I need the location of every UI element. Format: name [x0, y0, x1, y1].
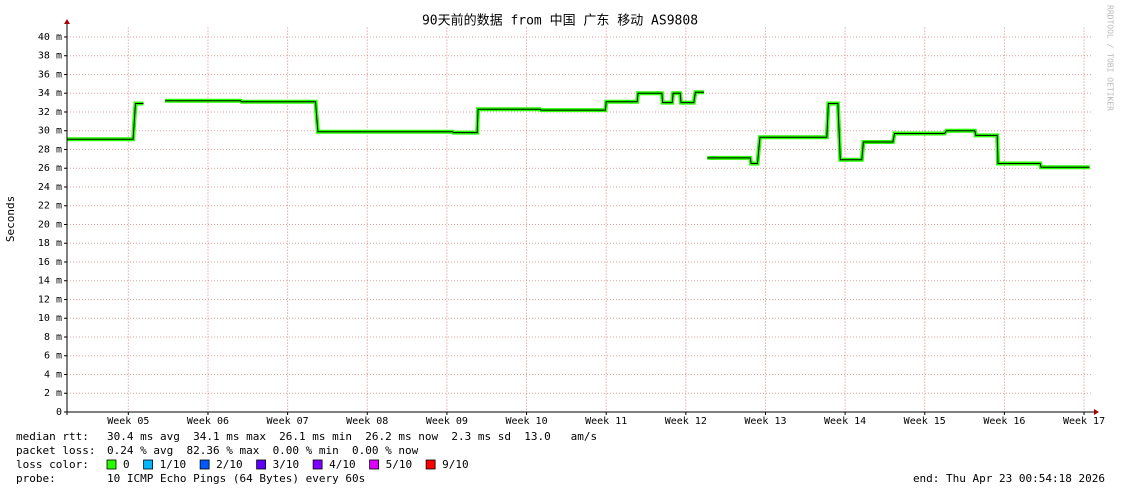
y-tick-label: 32 m [38, 107, 62, 118]
stat-label: packet loss: [16, 444, 95, 457]
y-tick-label: 18 m [38, 238, 62, 249]
probe-text: 10 ICMP Echo Pings (64 Bytes) every 60s [107, 472, 365, 485]
median-line [67, 91, 1090, 168]
legend: median rtt: 30.4 ms avg 34.1 ms max 26.1 … [16, 430, 1105, 485]
y-tick-label: 6 m [44, 351, 62, 362]
stat-text: 0.24 % avg 82.36 % max 0.00 % min 0.00 %… [107, 444, 419, 457]
end-time: end: Thu Apr 23 00:54:18 2026 [913, 472, 1105, 485]
y-tick-label: 28 m [38, 144, 62, 155]
y-tick-label: 10 m [38, 313, 62, 324]
x-tick-label: Week 05 [107, 416, 149, 427]
y-tick-label: 14 m [38, 276, 62, 287]
x-tick-label: Week 10 [505, 416, 547, 427]
x-tick-label: Week 14 [824, 416, 866, 427]
loss-color-entry: 2/10 [216, 458, 243, 471]
y-tick-label: 38 m [38, 51, 62, 62]
y-tick-label: 12 m [38, 294, 62, 305]
x-tick-label: Week 12 [665, 416, 707, 427]
loss-color-swatch [256, 459, 267, 470]
y-tick-label: 34 m [38, 88, 62, 99]
loss-color-swatch [199, 459, 210, 470]
watermark: RRDTOOL / TOBI OETIKER [1106, 5, 1115, 111]
x-tick-label: Week 13 [744, 416, 786, 427]
x-tick-label: Week 11 [585, 416, 627, 427]
x-tick-label: Week 17 [1063, 416, 1105, 427]
grid [67, 27, 1092, 413]
chart-title: 90天前的数据 from 中国 广东 移动 AS9808 [422, 13, 698, 29]
y-tick-label: 16 m [38, 257, 62, 268]
loss-color-label: loss color: [16, 458, 89, 471]
x-tick-label: Week 15 [904, 416, 946, 427]
loss-color-entry: 1/10 [160, 458, 187, 471]
y-axis-label: Seconds [4, 196, 17, 242]
loss-color-swatch [369, 459, 380, 470]
loss-color-entry: 4/10 [329, 458, 356, 471]
plot [67, 90, 1090, 170]
x-tick-label: Week 09 [426, 416, 468, 427]
loss-color-swatch [425, 459, 436, 470]
x-tick-label: Week 16 [983, 416, 1025, 427]
y-tick-label: 24 m [38, 182, 62, 193]
loss-color-entry: 0 [123, 458, 130, 471]
loss-color-swatch [106, 459, 117, 470]
loss-color-swatch [312, 459, 323, 470]
y-tick-label: 0 [56, 407, 62, 418]
x-tick-label: Week 08 [346, 416, 388, 427]
loss-color-swatch [143, 459, 154, 470]
y-tick-label: 30 m [38, 126, 62, 137]
labels: 0 2 m 4 m 6 m 8 m 10 m 12 m 14 m 16 m 18 m 20 m 22 … [38, 32, 1105, 427]
x-tick-label: Week 06 [187, 416, 229, 427]
y-tick-label: 26 m [38, 163, 62, 174]
loss-color-entry: 9/10 [442, 458, 469, 471]
y-tick-label: 8 m [44, 332, 62, 343]
loss-color-entry: 3/10 [273, 458, 300, 471]
y-axis-arrow [64, 19, 70, 24]
probe-label: probe: [16, 472, 56, 485]
stat-label: median rtt: [16, 430, 89, 443]
x-tick-label: Week 07 [267, 416, 309, 427]
x-axis-arrow [1094, 409, 1099, 415]
y-tick-label: 36 m [38, 69, 62, 80]
y-tick-label: 22 m [38, 201, 62, 212]
stat-text: 30.4 ms avg 34.1 ms max 26.1 ms min 26.2… [107, 430, 597, 443]
y-tick-label: 20 m [38, 219, 62, 230]
y-tick-label: 4 m [44, 369, 62, 380]
loss-color-entry: 5/10 [386, 458, 413, 471]
y-tick-label: 40 m [38, 32, 62, 43]
y-tick-label: 2 m [44, 388, 62, 399]
